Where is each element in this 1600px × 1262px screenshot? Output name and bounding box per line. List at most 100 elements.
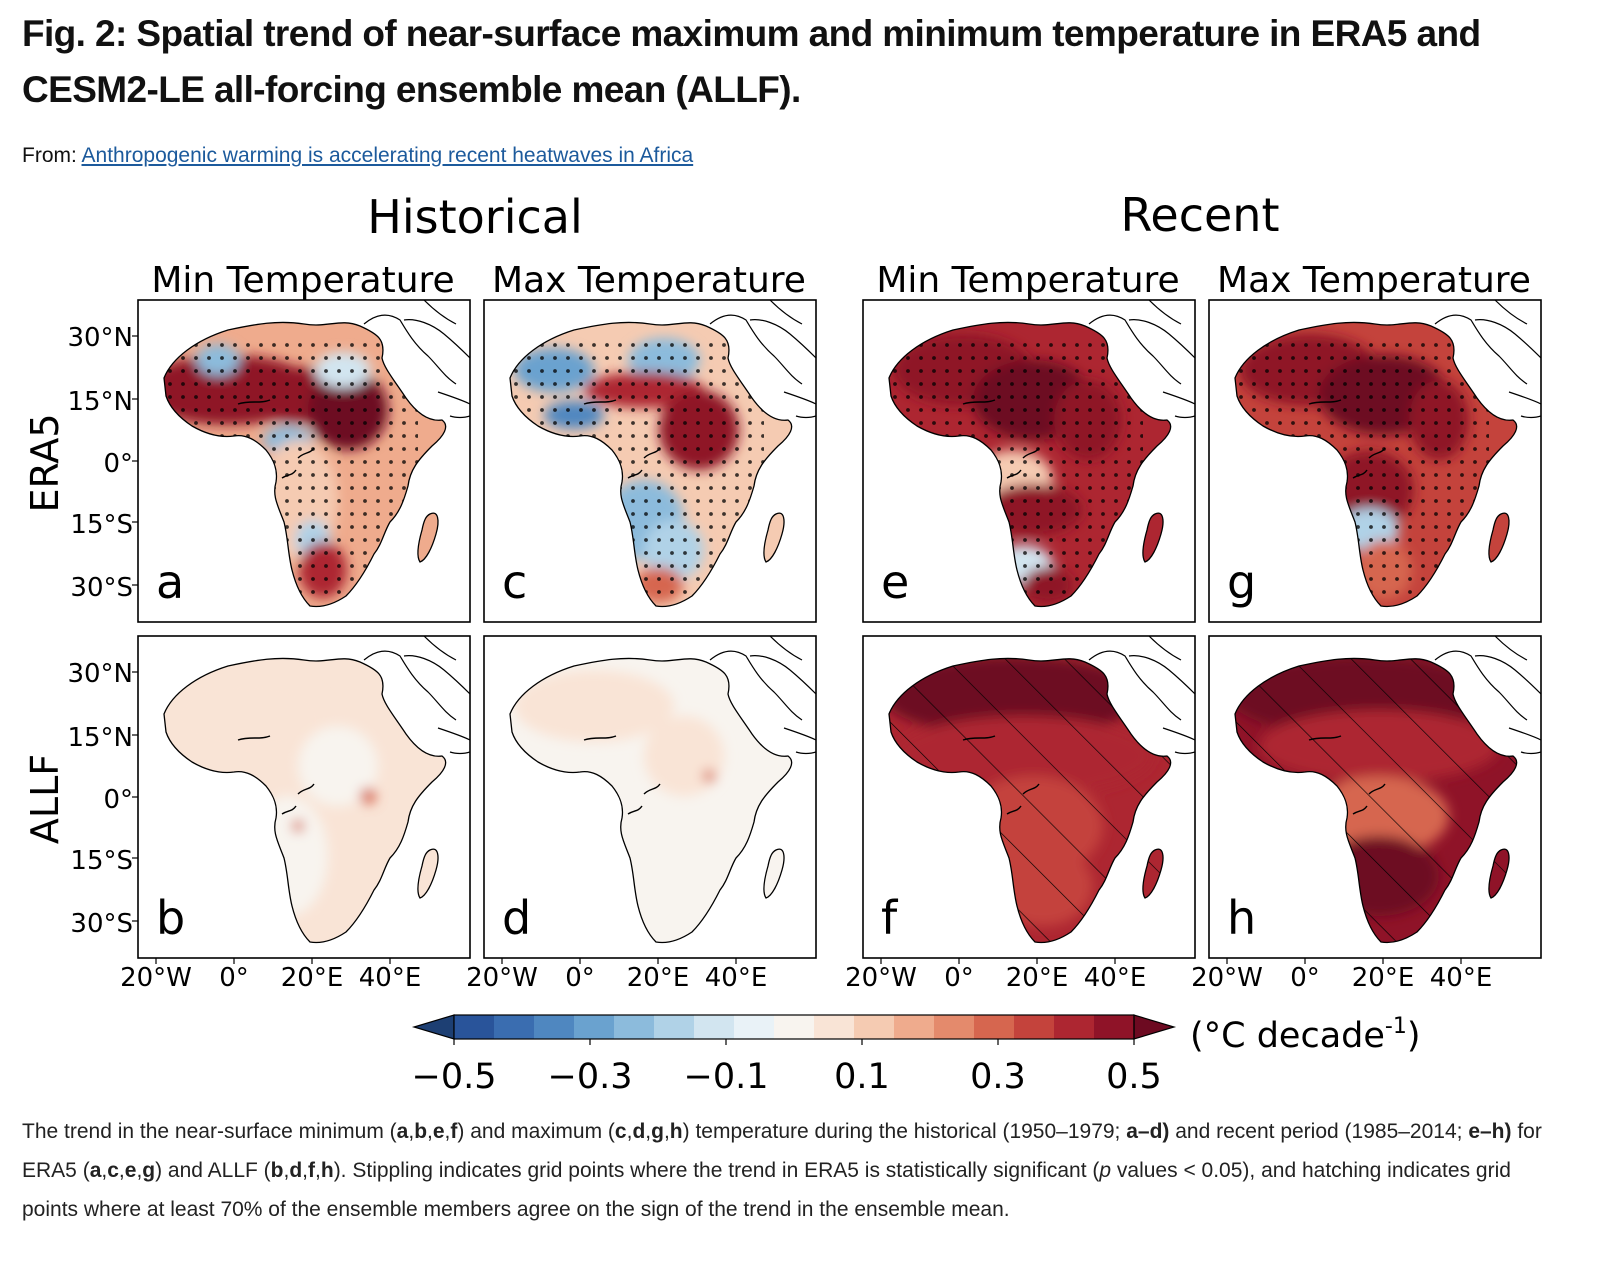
coastline <box>403 655 470 695</box>
colorbar-tick: −0.1 <box>684 1057 769 1097</box>
caption-text: and recent period (1985–2014; <box>1169 1120 1469 1143</box>
colorbar-unit: (°C decade-1) <box>1190 1014 1421 1056</box>
column-title-historical-min: Min Temperature <box>151 260 454 301</box>
map-panel-d: d <box>483 635 817 964</box>
lake-outline <box>1308 399 1342 405</box>
lon-tick: 20°E <box>1006 963 1069 993</box>
caption-bold: h <box>320 1159 334 1182</box>
coastline <box>749 655 816 695</box>
coastline <box>437 391 470 405</box>
lake-outline <box>1022 447 1040 459</box>
colorbar-segment <box>494 1015 535 1039</box>
map-panel-h: h <box>1208 635 1542 964</box>
panel-letter: e <box>881 555 909 609</box>
map-panel-e: e <box>862 299 1196 623</box>
caption-text: for ERA5 ( <box>22 1120 1542 1182</box>
caption-text: The trend in the near-surface minimum ( <box>22 1120 397 1143</box>
lat-tick: 30°S <box>70 909 133 939</box>
lake-outline <box>1006 469 1022 479</box>
colorbar-segment <box>454 1015 495 1039</box>
lake-outline <box>281 805 297 815</box>
coastline <box>1520 751 1541 755</box>
madagascar-coastline <box>1488 848 1510 899</box>
panel-letter: a <box>156 555 184 609</box>
lon-tick: 40°E <box>705 963 768 993</box>
lake-outline <box>1368 783 1386 795</box>
coastline <box>1474 655 1541 695</box>
source-article-link[interactable]: Anthropogenic warming is accelerating re… <box>81 144 694 167</box>
madagascar-coastline <box>1142 848 1164 899</box>
colorbar-segment <box>694 1015 735 1039</box>
caption-text: , <box>283 1159 290 1182</box>
map-panel-a: a <box>132 299 471 623</box>
caption-bold: a <box>89 1159 102 1182</box>
column-title-recent-max: Max Temperature <box>1217 260 1531 301</box>
caption-text: , <box>101 1159 108 1182</box>
trend-region <box>514 670 674 742</box>
caption-bold: a <box>396 1120 409 1143</box>
caption-text: , <box>136 1159 143 1182</box>
caption-text: , <box>626 1120 633 1143</box>
lake-outline <box>1352 805 1368 815</box>
coastline <box>423 636 457 661</box>
lake-outline <box>1368 447 1386 459</box>
coastline <box>1508 727 1541 741</box>
group-title-historical: Historical <box>367 190 582 244</box>
lake-outline <box>297 447 315 459</box>
coastline <box>1162 391 1195 405</box>
caption-bold: h <box>669 1120 683 1143</box>
coastline <box>1434 314 1528 385</box>
lat-tick: 15°N <box>67 387 133 417</box>
africa-coastline <box>888 657 1172 944</box>
caption-text: , <box>315 1159 321 1182</box>
colorbar-tick: −0.3 <box>548 1057 633 1097</box>
coastline <box>1434 650 1528 721</box>
coastline <box>1494 636 1528 661</box>
panel-frame <box>1208 635 1542 959</box>
coastline <box>783 727 816 741</box>
africa-coastline <box>509 657 793 944</box>
caption-text: , <box>118 1159 125 1182</box>
panel-frame <box>862 635 1196 959</box>
map-panel-c: c <box>483 299 817 623</box>
africa-coastline <box>163 321 447 608</box>
coastline <box>449 415 470 419</box>
coastline <box>709 650 803 721</box>
colorbar-tick: 0.5 <box>1106 1057 1162 1097</box>
panel-frame <box>483 635 817 959</box>
lake-outline <box>583 735 617 741</box>
caption-text: , <box>302 1159 309 1182</box>
caption-text: ) and ALLF ( <box>155 1159 271 1182</box>
caption-bold: e <box>124 1159 137 1182</box>
coastline <box>783 391 816 405</box>
africa-coastline <box>163 657 447 944</box>
lat-tick: 0° <box>103 785 133 815</box>
madagascar-coastline <box>763 848 785 899</box>
lake-outline <box>237 399 271 405</box>
lon-tick: 0° <box>219 963 249 993</box>
lon-axis-panel-b: 20°W 0° 20°E 40°E <box>120 963 421 993</box>
caption-bold: a–d) <box>1126 1120 1170 1143</box>
lake-outline <box>627 805 643 815</box>
coastline <box>769 300 803 325</box>
lon-tick: 0° <box>565 963 595 993</box>
coastline <box>437 727 470 741</box>
caption-text: , <box>663 1120 670 1143</box>
trend-region <box>644 716 724 796</box>
africa-coastline <box>1234 321 1518 608</box>
caption-bold: c <box>107 1159 119 1182</box>
colorbar-segment <box>814 1015 855 1039</box>
colorbar-tick: 0.1 <box>834 1057 890 1097</box>
caption-text: ). Stippling indicates grid points where… <box>333 1159 1100 1182</box>
lon-tick: 20°W <box>1191 963 1263 993</box>
colorbar-segment <box>654 1015 695 1039</box>
lake-outline <box>297 783 315 795</box>
coastline <box>1088 314 1182 385</box>
caption-italic: p <box>1099 1159 1112 1182</box>
trend-region <box>703 770 715 782</box>
coastline <box>1520 415 1541 419</box>
coastline <box>423 300 457 325</box>
trend-region <box>298 726 378 806</box>
lon-tick: 0° <box>944 963 974 993</box>
map-panel-g: g <box>1208 299 1542 623</box>
